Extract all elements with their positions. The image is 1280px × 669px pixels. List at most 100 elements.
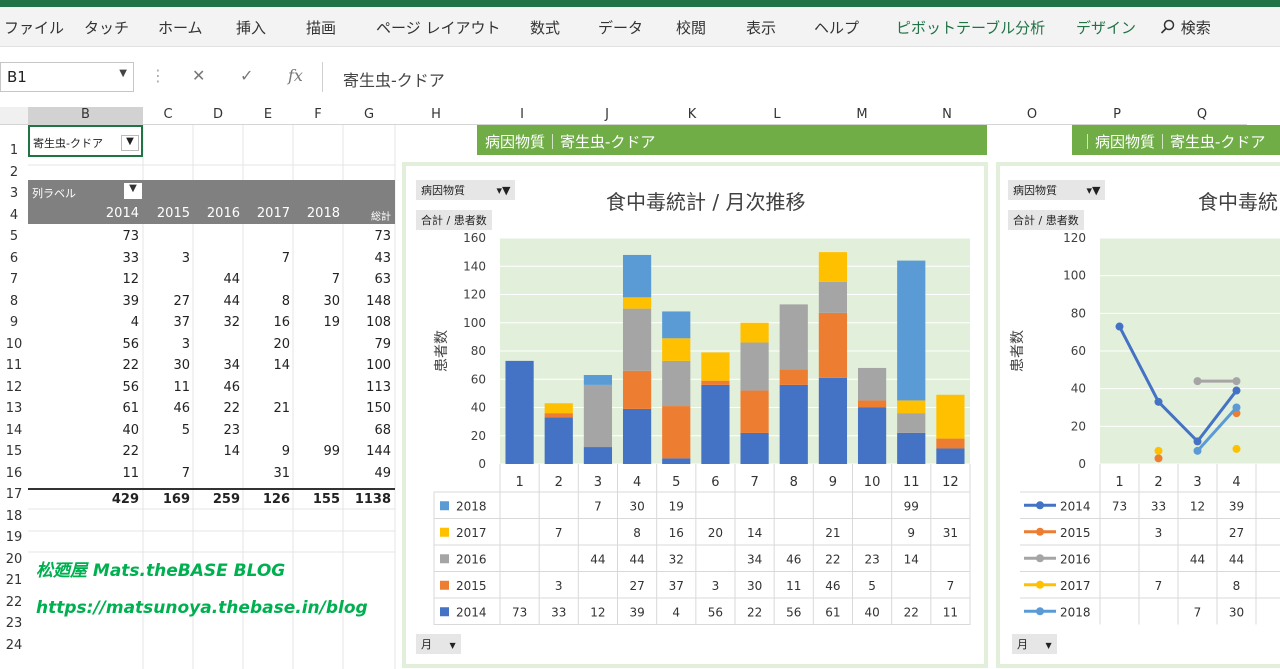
pivot-chart-1[interactable]: 病因物質 ▾▼ 合計 / 患者数 食中毒統計 / 月次推移 0 20 40 60 80 1… xyxy=(402,162,988,668)
pivot-cell[interactable]: 148 xyxy=(366,293,391,309)
pivot-cell[interactable]: 56 xyxy=(122,379,139,395)
name-box[interactable]: B1 ▼ xyxy=(0,62,134,92)
row-header[interactable]: 1 xyxy=(9,143,19,158)
pivot-cell[interactable]: 32 xyxy=(223,315,240,330)
column-header-b[interactable]: B xyxy=(28,107,143,125)
pivot-cell[interactable]: 21 xyxy=(273,401,290,416)
pivot-cell[interactable]: 56 xyxy=(122,336,139,352)
row-header[interactable]: 24 xyxy=(5,638,23,653)
column-filter-icon[interactable]: ▼ xyxy=(124,183,142,199)
row-header[interactable]: 5 xyxy=(9,229,19,244)
pivot-cell[interactable]: 113 xyxy=(366,379,391,395)
filter-icon[interactable]: ▼ xyxy=(121,135,139,151)
pivot-cell[interactable]: 108 xyxy=(366,315,391,330)
chart2-axis-button[interactable]: 月 ▼ xyxy=(1012,634,1057,654)
pivot-cell[interactable]: 20 xyxy=(273,336,290,352)
pivot-cell[interactable]: 22 xyxy=(122,358,139,373)
pivot-cell[interactable]: 16 xyxy=(273,315,290,330)
tab-review[interactable]: 校閲 xyxy=(676,19,707,37)
tab-draw[interactable]: 描画 xyxy=(306,19,337,37)
pivot-cell[interactable]: 12 xyxy=(122,272,139,287)
pivot-total-cell[interactable]: 1138 xyxy=(354,492,391,507)
pivot-cell[interactable]: 9 xyxy=(281,444,290,459)
pivot-cell[interactable]: 33 xyxy=(122,250,139,266)
row-header[interactable]: 9 xyxy=(9,315,19,330)
column-header-e[interactable]: E xyxy=(243,107,293,125)
pivot-cell[interactable]: 79 xyxy=(374,336,391,352)
chevron-down-icon[interactable]: ▼ xyxy=(119,68,127,79)
pivot-cell[interactable]: 40 xyxy=(122,422,139,438)
pivot-cell[interactable]: 46 xyxy=(173,401,190,416)
pivot-cell[interactable]: 5 xyxy=(181,422,190,438)
enter-icon[interactable]: ✓ xyxy=(240,66,254,85)
pivot-cell[interactable]: 27 xyxy=(173,293,190,309)
pivot-cell[interactable]: 99 xyxy=(323,444,340,459)
tab-design[interactable]: デザイン xyxy=(1076,19,1137,37)
row-header[interactable]: 11 xyxy=(5,358,23,373)
row-header[interactable]: 6 xyxy=(9,251,19,266)
row-header[interactable]: 16 xyxy=(5,466,23,481)
row-header[interactable]: 20 xyxy=(5,552,23,567)
column-header-o[interactable]: O xyxy=(987,107,1077,125)
pivot-cell[interactable]: 23 xyxy=(223,422,240,438)
column-header-c[interactable]: C xyxy=(143,107,193,125)
row-header[interactable]: 7 xyxy=(9,272,19,287)
pivot-cell[interactable]: 73 xyxy=(374,229,391,244)
pivot-cell[interactable]: 150 xyxy=(366,401,391,416)
row-header[interactable]: 2 xyxy=(9,165,19,180)
row-header[interactable]: 13 xyxy=(5,401,23,416)
tab-home[interactable]: ホーム xyxy=(158,19,203,37)
pivot-cell[interactable]: 4 xyxy=(130,315,139,330)
pivot-cell[interactable]: 31 xyxy=(273,465,290,481)
pivot-total-cell[interactable]: 429 xyxy=(111,492,139,507)
pivot-total-cell[interactable]: 169 xyxy=(162,492,190,507)
insert-function-icon[interactable]: fx xyxy=(288,66,303,85)
pivot-cell[interactable]: 7 xyxy=(281,250,290,266)
row-header[interactable]: 10 xyxy=(5,337,23,352)
pivot-total-cell[interactable]: 259 xyxy=(212,492,240,507)
pivot-cell[interactable]: 34 xyxy=(223,358,240,373)
column-header-l[interactable]: L xyxy=(737,107,817,125)
column-header-h[interactable]: H xyxy=(395,107,477,125)
pivot-cell[interactable]: 46 xyxy=(223,379,240,395)
pivot-cell[interactable]: 14 xyxy=(273,358,290,373)
row-header[interactable]: 4 xyxy=(9,208,19,223)
pivot-total-cell[interactable]: 126 xyxy=(262,492,290,507)
row-header[interactable]: 8 xyxy=(9,294,19,309)
pivot-cell[interactable]: 49 xyxy=(374,465,391,481)
pivot-cell[interactable]: 7 xyxy=(331,272,340,287)
select-all-corner[interactable] xyxy=(0,107,28,125)
pivot-cell[interactable]: 14 xyxy=(223,444,240,459)
tab-file[interactable]: ファイル xyxy=(4,19,65,37)
column-header-g[interactable]: G xyxy=(343,107,395,125)
row-header[interactable]: 17 xyxy=(5,487,23,502)
pivot-cell[interactable]: 73 xyxy=(122,229,139,244)
pivot-cell[interactable]: 63 xyxy=(374,272,391,287)
column-header-n[interactable]: N xyxy=(907,107,987,125)
tab-touch[interactable]: タッチ xyxy=(84,19,130,37)
pivot-cell[interactable]: 3 xyxy=(181,336,190,352)
tab-page-layout[interactable]: ページ レイアウト xyxy=(376,19,501,37)
pivot-cell[interactable]: 22 xyxy=(122,444,139,459)
pivot-cell[interactable]: 39 xyxy=(122,293,139,309)
chart1-value-button[interactable]: 合計 / 患者数 xyxy=(416,210,492,230)
pivot-cell[interactable]: 3 xyxy=(181,250,190,266)
pivot-cell[interactable]: 8 xyxy=(281,293,290,309)
column-header-p[interactable]: P xyxy=(1077,107,1157,125)
pivot-chart-2[interactable]: 病因物質 ▾▼ 合計 / 患者数 食中毒統 0 20 40 60 80 100 120 患者数… xyxy=(996,162,1280,668)
pivot-cell[interactable]: 19 xyxy=(323,315,340,330)
pivot-cell[interactable]: 144 xyxy=(366,444,391,459)
tab-formulas[interactable]: 数式 xyxy=(530,19,561,37)
tab-insert[interactable]: 挿入 xyxy=(236,19,267,37)
formula-input[interactable]: 寄生虫-クドア xyxy=(322,62,1280,92)
tab-data[interactable]: データ xyxy=(598,19,644,37)
pivot-cell[interactable]: 61 xyxy=(122,401,139,416)
search-button[interactable]: 検索 xyxy=(1160,17,1211,38)
chart1-axis-button[interactable]: 月 ▼ xyxy=(416,634,461,654)
column-header-i[interactable]: I xyxy=(477,107,567,125)
row-header[interactable]: 12 xyxy=(5,380,23,395)
tab-help[interactable]: ヘルプ xyxy=(814,19,860,37)
pivot-cell[interactable]: 7 xyxy=(181,465,190,481)
chart1-filter-button[interactable]: 病因物質 ▾▼ xyxy=(416,180,516,200)
pivot-cell[interactable]: 22 xyxy=(223,401,240,416)
